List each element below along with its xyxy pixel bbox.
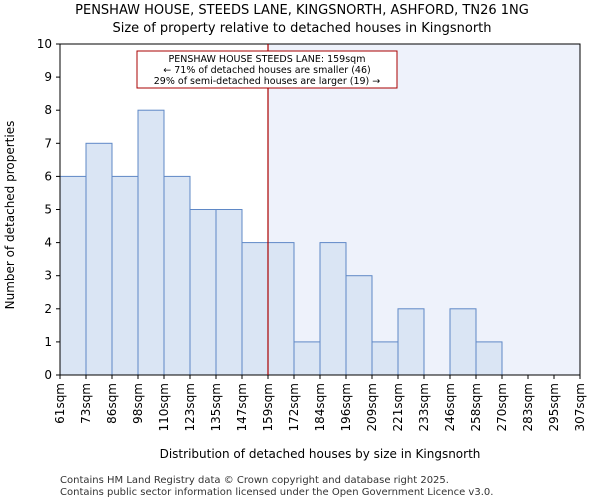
plot-area: 0 1 2 3 4 5 6 7 8 9 10 61sqm 73sqm 86sqm 98sqm 110sqm 12…	[37, 37, 587, 431]
bar	[163, 175, 191, 376]
annotation-line-1: PENSHAW HOUSE STEEDS LANE: 159sqm	[169, 54, 366, 65]
annotation-line-2: ← 71% of detached houses are smaller (46…	[163, 65, 370, 76]
x-tick-label: 196sqm	[339, 383, 353, 431]
bar	[189, 209, 217, 376]
bar	[293, 341, 321, 376]
bar	[345, 275, 373, 376]
x-tick-label: 61sqm	[53, 383, 67, 424]
x-tick-label: 147sqm	[235, 383, 249, 431]
x-tick-label: 98sqm	[131, 383, 145, 424]
y-tick-label: 3	[44, 269, 52, 283]
y-tick-label: 0	[44, 368, 52, 382]
x-tick-label: 159sqm	[261, 383, 275, 431]
x-tick-label: 86sqm	[105, 383, 119, 424]
x-tick-label: 233sqm	[417, 383, 431, 431]
x-tick-label: 221sqm	[391, 383, 405, 431]
x-tick-label: 135sqm	[209, 383, 223, 431]
x-tick-label: 283sqm	[521, 383, 535, 431]
bar	[319, 242, 347, 376]
y-tick-label: 4	[44, 236, 52, 250]
y-tick-label: 6	[44, 169, 52, 183]
bar	[85, 142, 113, 376]
y-tick-label: 1	[44, 335, 52, 349]
bar	[215, 209, 243, 376]
bar	[475, 341, 503, 376]
bar	[241, 242, 269, 376]
y-tick-label: 9	[44, 70, 52, 84]
footer-line-1: Contains HM Land Registry data © Crown c…	[60, 475, 449, 486]
x-tick-label: 270sqm	[495, 383, 509, 431]
y-axis-label: Number of detached properties	[3, 121, 17, 310]
y-tick-label: 8	[44, 103, 52, 117]
bar	[111, 175, 139, 376]
y-tick-label: 2	[44, 302, 52, 316]
x-tick-label: 123sqm	[183, 383, 197, 431]
bar	[59, 175, 87, 376]
x-tick-label: 184sqm	[313, 383, 327, 431]
bar	[267, 242, 295, 376]
bar	[449, 308, 477, 376]
footer-line-2: Contains public sector information licen…	[60, 487, 493, 498]
x-tick-label: 307sqm	[573, 383, 587, 431]
annotation-box	[136, 50, 398, 89]
bar	[397, 308, 425, 376]
x-tick-label: 73sqm	[79, 383, 93, 424]
x-tick-label: 295sqm	[547, 383, 561, 431]
chart-title: PENSHAW HOUSE, STEEDS LANE, KINGSNORTH, …	[75, 3, 529, 18]
y-tick-label: 7	[44, 136, 52, 150]
x-tick-label: 258sqm	[469, 383, 483, 431]
x-tick-label: 209sqm	[365, 383, 379, 431]
y-tick-label: 5	[44, 203, 52, 217]
bar	[371, 341, 399, 376]
x-tick-label: 246sqm	[443, 383, 457, 431]
x-tick-label: 172sqm	[287, 383, 301, 431]
x-axis-label: Distribution of detached houses by size …	[160, 447, 481, 461]
bar	[137, 109, 165, 376]
y-tick-label: 10	[37, 37, 52, 51]
x-tick-label: 110sqm	[157, 383, 171, 431]
annotation-line-3: 29% of semi-detached houses are larger (…	[154, 76, 381, 87]
chart-subtitle: Size of property relative to detached ho…	[112, 21, 491, 36]
